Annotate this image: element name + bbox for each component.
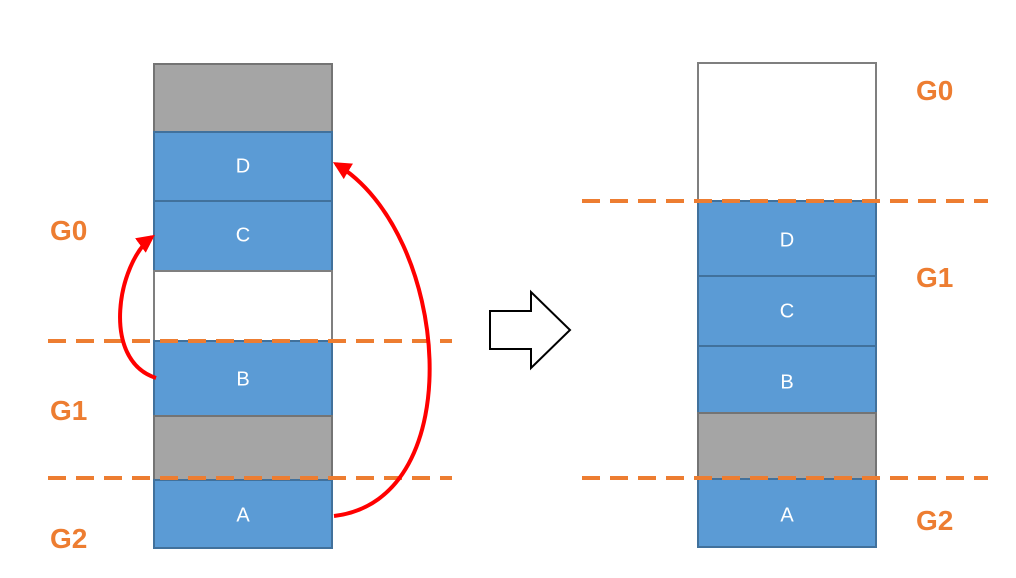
after-segment-free <box>697 62 877 202</box>
before-segment-c-label: C <box>236 224 250 246</box>
move-arrow-b-to-c <box>118 234 157 380</box>
after-segment-b <box>697 345 877 414</box>
after-segment-c-label: C <box>780 300 794 322</box>
transform-arrow-icon <box>489 289 572 371</box>
move-arrow-a-to-d <box>332 162 432 518</box>
after-segment-a-label: A <box>780 504 794 526</box>
before-segment-d-label: D <box>236 155 250 177</box>
before-label-g1: G1 <box>50 395 87 426</box>
before-segment-c <box>153 200 333 272</box>
before-segment-gray-top <box>153 63 333 133</box>
before-segment-b-label: B <box>236 368 249 390</box>
before-heap: D C B A <box>153 63 333 549</box>
before-segment-b <box>153 340 333 417</box>
after-label-g0: G0 <box>916 75 953 106</box>
before-segment-d <box>153 131 333 202</box>
before-segment-free <box>153 270 333 342</box>
before-segment-gray-mid <box>153 415 333 481</box>
before-label-g0: G0 <box>50 215 87 246</box>
after-segment-b-label: B <box>780 371 793 393</box>
before-segment-a <box>153 479 333 549</box>
after-segment-a <box>697 478 877 548</box>
after-label-g2: G2 <box>916 505 953 536</box>
before-label-g2: G2 <box>50 523 87 554</box>
after-label-g1: G1 <box>916 262 953 293</box>
before-segment-a-label: A <box>236 504 250 526</box>
after-segment-gray <box>697 412 877 480</box>
after-segment-d-label: D <box>780 229 794 251</box>
after-heap: D C B A <box>697 62 877 548</box>
